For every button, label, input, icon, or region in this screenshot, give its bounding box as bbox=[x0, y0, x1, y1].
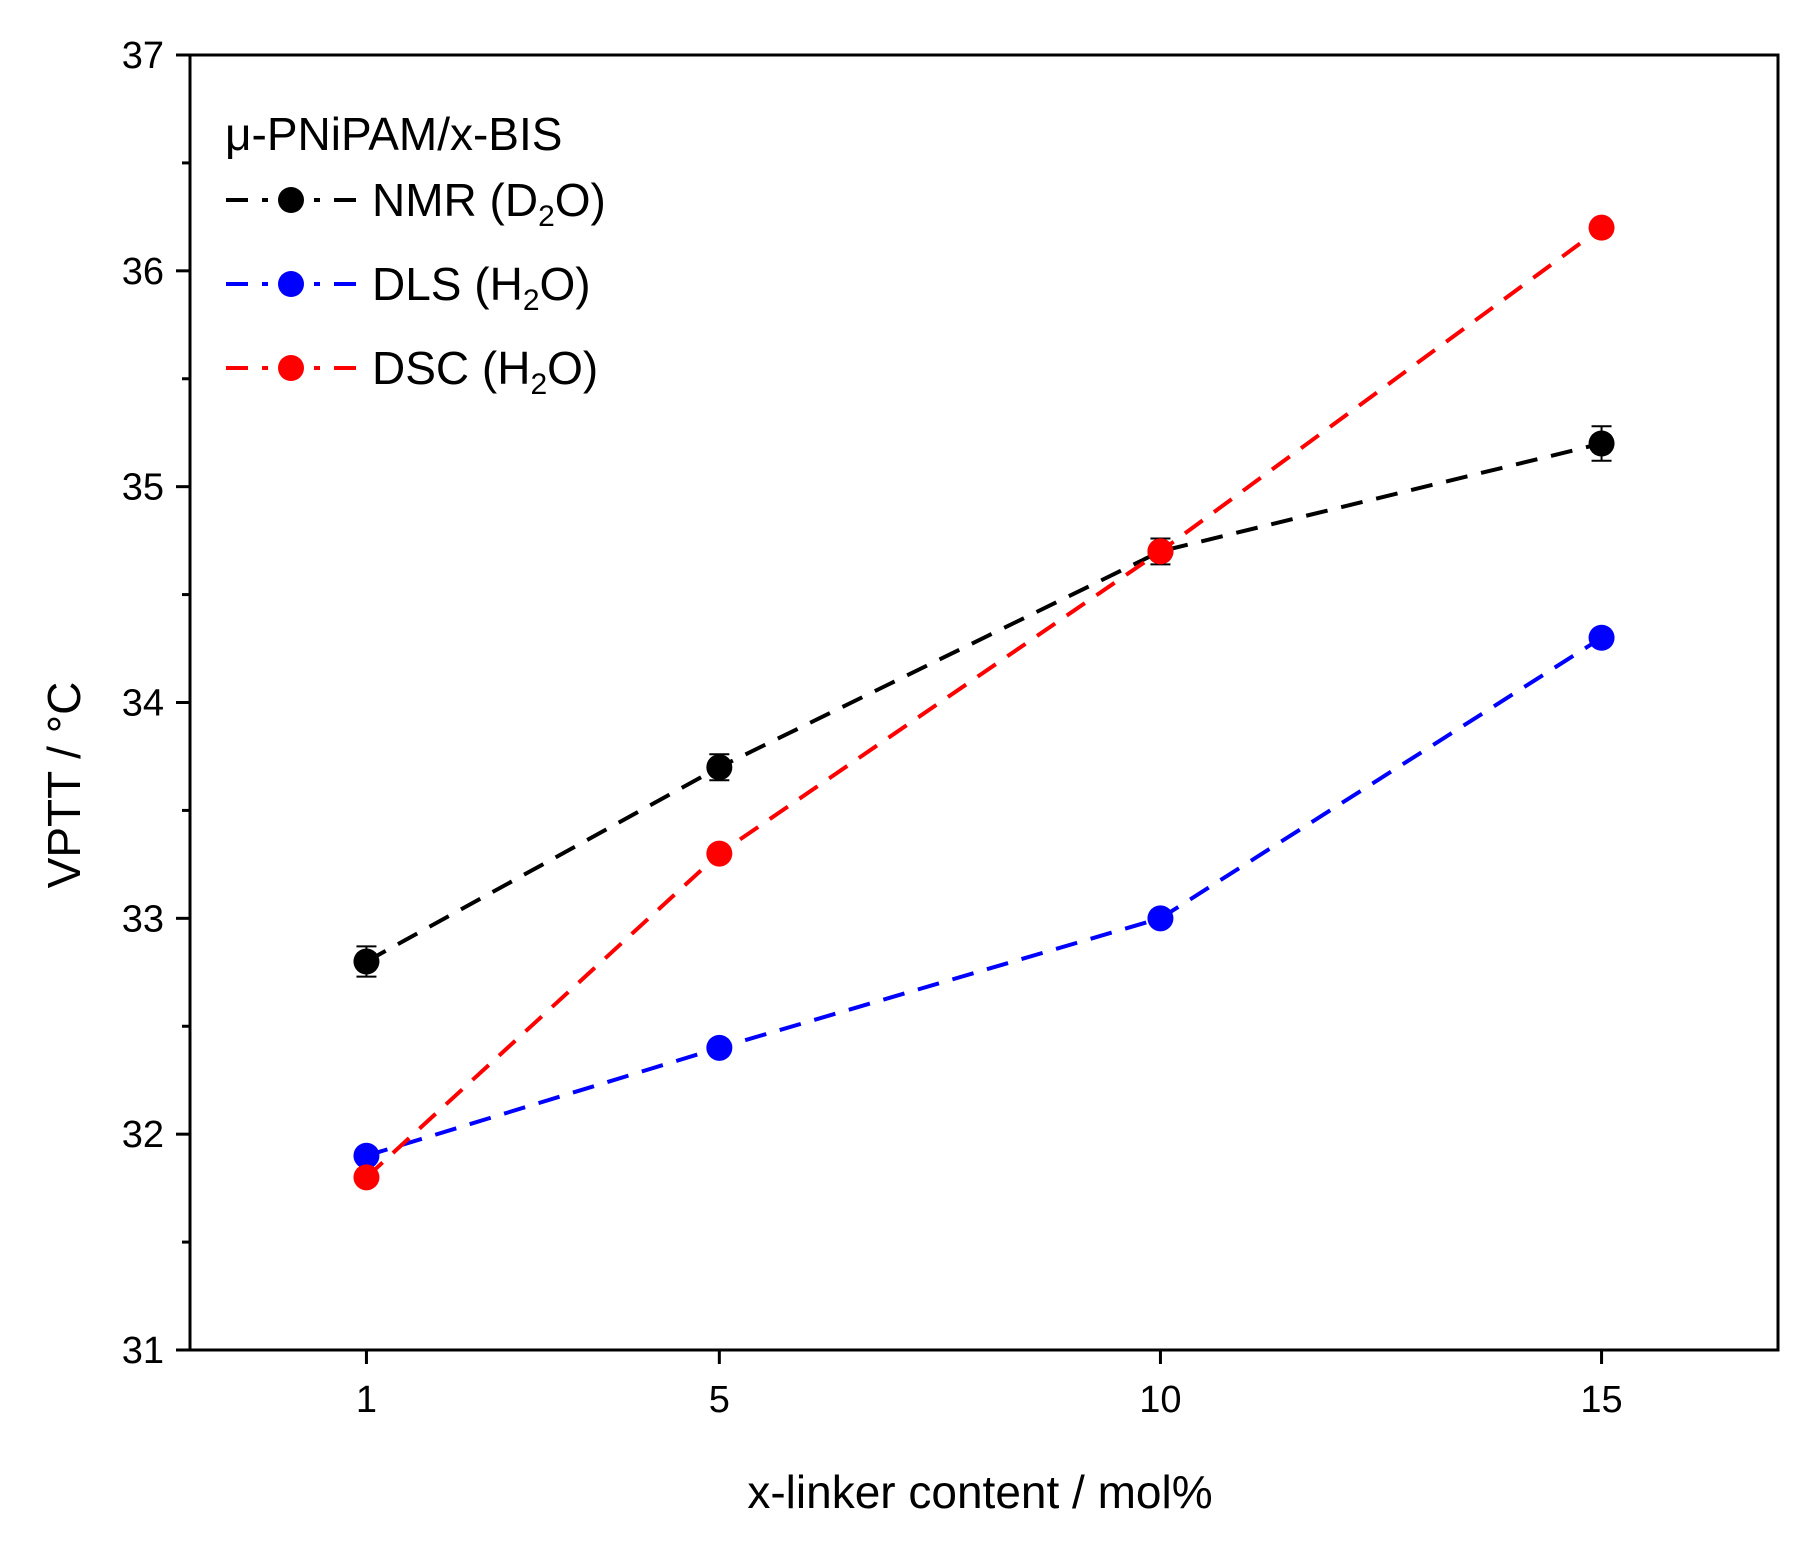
series-nmr bbox=[353, 425, 1615, 978]
legend-label-main: DSC (H bbox=[372, 342, 530, 394]
x-tick-label: 1 bbox=[356, 1379, 377, 1421]
legend-marker bbox=[278, 187, 304, 213]
x-axis-label: x-linker content / mol% bbox=[747, 1466, 1212, 1518]
x-tick-label: 15 bbox=[1580, 1379, 1622, 1421]
series-dls bbox=[353, 624, 1615, 1169]
legend-entry-dsc: DSC (H2O) bbox=[226, 342, 598, 401]
data-point bbox=[1588, 430, 1615, 457]
legend-label: NMR (D2O) bbox=[372, 174, 606, 233]
y-tick-label: 35 bbox=[122, 467, 164, 509]
legend-label: DLS (H2O) bbox=[372, 258, 591, 317]
y-tick-label: 31 bbox=[122, 1330, 164, 1372]
x-tick-label: 10 bbox=[1139, 1379, 1181, 1421]
legend-label-subscript: 2 bbox=[523, 284, 540, 317]
x-axis-ticks: 1 5 10 15 bbox=[356, 1350, 1623, 1421]
legend-entry-dls: DLS (H2O) bbox=[226, 258, 591, 317]
legend: μ-PNiPAM/x-BIS NMR (D2O)DLS (H2O)DSC (H2… bbox=[225, 108, 606, 401]
series-line bbox=[365, 636, 1603, 1158]
data-point bbox=[353, 1164, 380, 1191]
x-tick-label: 5 bbox=[709, 1379, 730, 1421]
legend-label-main: NMR (D bbox=[372, 174, 538, 226]
data-point bbox=[706, 840, 733, 867]
data-point bbox=[1588, 624, 1615, 651]
legend-marker bbox=[278, 271, 304, 297]
series-layer bbox=[353, 214, 1615, 1191]
y-axis-ticks: 31 32 33 34 35 36 37 bbox=[122, 35, 190, 1372]
legend-marker bbox=[278, 355, 304, 381]
series-line bbox=[365, 441, 1603, 964]
data-point bbox=[1588, 214, 1615, 241]
legend-label-subscript: 2 bbox=[538, 200, 555, 233]
y-tick-label: 33 bbox=[122, 898, 164, 940]
y-tick-label: 32 bbox=[122, 1114, 164, 1156]
legend-label-end: O) bbox=[540, 258, 591, 310]
data-point bbox=[353, 1142, 380, 1169]
legend-label: DSC (H2O) bbox=[372, 342, 598, 401]
plot-frame bbox=[188, 53, 1780, 1352]
data-point bbox=[1147, 905, 1174, 932]
legend-label-end: O) bbox=[547, 342, 598, 394]
legend-title: μ-PNiPAM/x-BIS bbox=[225, 108, 562, 160]
legend-label-subscript: 2 bbox=[530, 368, 547, 401]
data-point bbox=[353, 948, 380, 975]
data-point bbox=[1147, 538, 1174, 565]
y-tick-label: 37 bbox=[122, 35, 164, 77]
data-point bbox=[706, 1034, 733, 1061]
legend-entry-nmr: NMR (D2O) bbox=[226, 174, 606, 233]
legend-label-end: O) bbox=[555, 174, 606, 226]
legend-label-main: DLS (H bbox=[372, 258, 523, 310]
y-axis-label: VPTT / °C bbox=[38, 682, 90, 889]
series-dsc bbox=[353, 214, 1615, 1191]
y-tick-label: 36 bbox=[122, 251, 164, 293]
y-tick-label: 34 bbox=[122, 683, 164, 725]
data-point bbox=[706, 754, 733, 781]
plot-area bbox=[188, 53, 1780, 1352]
